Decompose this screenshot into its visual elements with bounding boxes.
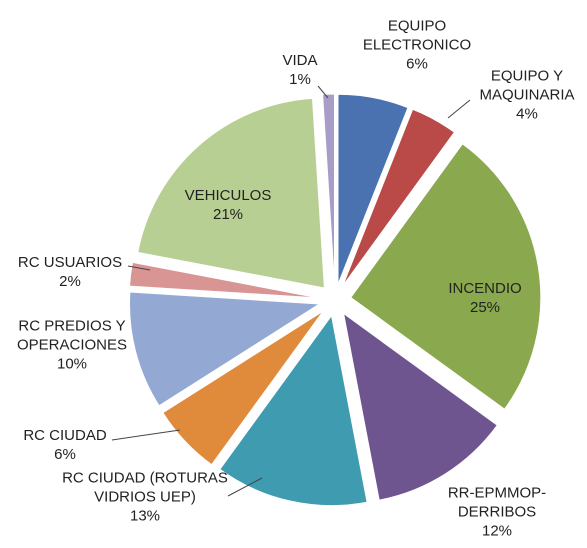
leader-line xyxy=(227,477,263,497)
category-label: INCENDIO xyxy=(448,280,522,297)
pie-slice xyxy=(350,143,542,410)
pie-slice xyxy=(137,97,325,289)
value-label: 6% xyxy=(406,55,428,73)
slice-label: RC USUARIOS 2% xyxy=(5,253,135,291)
value-label: 10% xyxy=(56,355,88,373)
pie-slice xyxy=(322,93,335,285)
slice-label: RC PREDIOS Y OPERACIONES 10% xyxy=(2,317,142,374)
value-label: 25% xyxy=(469,299,501,316)
slice-label: VEHICULOS 21% xyxy=(178,186,278,224)
category-label: RC CIUDAD xyxy=(23,427,107,444)
pie-slice xyxy=(342,108,456,287)
pie-slice xyxy=(162,310,324,466)
leader-line xyxy=(111,429,181,441)
pie-slice xyxy=(129,291,322,407)
category-label: RC USUARIOS xyxy=(17,254,123,271)
value-label: 4% xyxy=(516,105,538,123)
pie-slice xyxy=(128,261,320,299)
slice-label: RC CIUDAD (ROTURAS VIDRIOS UEP) 13% xyxy=(60,469,230,526)
slice-label: RC CIUDAD 6% xyxy=(15,426,115,464)
category-label: VIDA xyxy=(282,52,318,69)
slice-label: EQUIPO ELECTRONICO 6% xyxy=(362,17,472,74)
leader-line xyxy=(317,85,329,99)
category-label: RR-EPMMOP-DERRIBOS xyxy=(447,484,547,521)
value-label: 6% xyxy=(54,446,76,463)
value-label: 12% xyxy=(481,522,513,540)
slice-label: INCENDIO 25% xyxy=(435,279,535,317)
leader-lines xyxy=(111,85,471,497)
leader-line xyxy=(127,265,151,271)
category-label: RC CIUDAD (ROTURAS VIDRIOS UEP) xyxy=(62,469,228,506)
category-label: EQUIPO ELECTRONICO xyxy=(362,17,472,54)
category-label: VEHICULOS xyxy=(184,187,272,204)
category-label: RC PREDIOS Y OPERACIONES xyxy=(16,317,128,354)
slice-label: VIDA 1% xyxy=(275,51,325,89)
slice-label: RR-EPMMOP-DERRIBOS 12% xyxy=(432,484,562,541)
value-label: 13% xyxy=(129,507,161,525)
value-label: 21% xyxy=(212,206,244,223)
pie-slice xyxy=(342,312,498,501)
category-label: EQUIPO Y MAQUINARIA xyxy=(479,67,575,104)
leader-line xyxy=(447,99,471,119)
pie-slice xyxy=(337,93,409,285)
value-label: 2% xyxy=(59,273,81,290)
slice-label: EQUIPO Y MAQUINARIA 4% xyxy=(467,67,587,124)
value-label: 1% xyxy=(289,71,311,88)
pie-slice xyxy=(219,314,368,507)
